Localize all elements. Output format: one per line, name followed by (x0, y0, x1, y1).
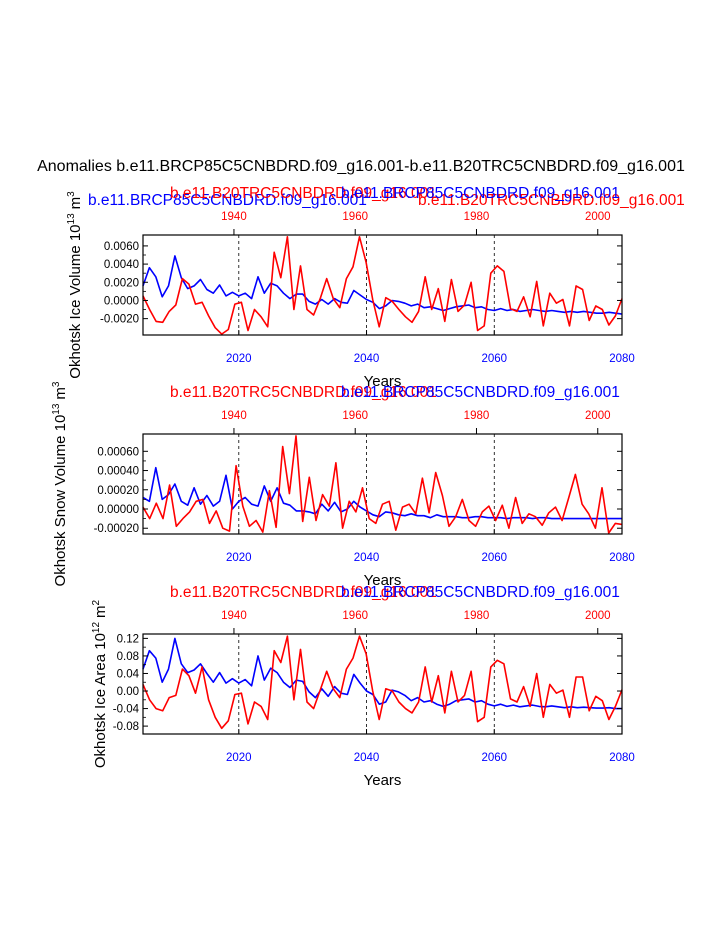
y-tick-label: -0.08 (113, 721, 139, 733)
chart-panel-ice-volume: -0.0020 0.0000 0.0020 0.0040 0.0060 2020 2040 2… (66, 191, 635, 390)
x-tick-label-bottom: 2040 (354, 353, 380, 365)
y-axis-label-unit: m (92, 605, 109, 618)
x-tick-label-top: 1940 (221, 211, 247, 223)
y-axis-label-text: Okhotsk Snow Volume 10 (52, 415, 69, 587)
x-tick-label-top: 1960 (342, 610, 368, 622)
x-tick-label-bottom: 2020 (226, 552, 252, 564)
x-axis-label: Years (364, 572, 402, 589)
y-axis-label-text: Okhotsk Ice Volume 10 (67, 224, 84, 378)
series-line-blue (142, 466, 622, 520)
y-axis-label-unit-exponent: 3 (51, 381, 62, 387)
x-tick-label-bottom: 2020 (226, 353, 252, 365)
y-axis-label-exponent: 12 (91, 621, 102, 633)
y-axis-label-unit: m (67, 197, 84, 210)
x-tick-label-bottom: 2080 (609, 752, 635, 764)
x-tick-label-top: 2000 (585, 211, 611, 223)
y-tick-label: 0.00 (117, 686, 139, 698)
y-tick-label: -0.0020 (100, 314, 139, 326)
y-tick-label: 0.12 (117, 633, 139, 645)
top-left-label: b.e11.BRCP85C5CNBDRD.f09_g16.001 (88, 192, 367, 209)
panel-title-red: b.e11.B20TRC5CNBDRD.f09_g16.001 (170, 384, 437, 401)
y-axis-label-exponent: 13 (51, 403, 62, 415)
x-tick-label-bottom: 2040 (354, 552, 380, 564)
x-axis-label: Years (364, 373, 402, 390)
x-tick-label-bottom: 2020 (226, 752, 252, 764)
y-tick-label: 0.04 (117, 668, 140, 680)
x-tick-label-bottom: 2060 (481, 353, 507, 365)
x-tick-label-top: 1980 (464, 610, 490, 622)
figure-title: Anomalies b.e11.BRCP85C5CNBDRD.f09_g16.0… (37, 158, 685, 175)
chart-panel-snow-volume: -0.00020 0.00000 0.00020 0.00040 0.00060 2020… (51, 381, 635, 589)
y-tick-label: 0.00020 (97, 485, 139, 497)
x-tick-label-top: 1940 (221, 610, 247, 622)
x-tick-label-top: 1960 (342, 410, 368, 422)
chart-panel-ice-area: -0.08 -0.04 0.00 0.04 0.08 0.12 2020 2040 2060 20… (91, 584, 635, 789)
x-tick-label-top: 2000 (585, 410, 611, 422)
x-tick-label-top: 1980 (464, 211, 490, 223)
y-tick-label: 0.00040 (97, 466, 139, 478)
y-axis-label-exponent: 13 (66, 213, 77, 225)
series-line-blue (142, 637, 622, 710)
x-tick-label-bottom: 2040 (354, 752, 380, 764)
y-tick-label: -0.04 (113, 704, 140, 716)
x-tick-label-top: 1980 (464, 410, 490, 422)
y-axis-label: Okhotsk Ice Area 1012 m2 (91, 599, 109, 768)
y-axis-label-unit-exponent: 2 (91, 599, 102, 605)
plot-frame (142, 633, 623, 735)
y-tick-label: 0.08 (117, 651, 139, 663)
y-axis-label: Okhotsk Ice Volume 1013 m3 (66, 191, 84, 379)
series-line-blue (142, 255, 623, 315)
y-tick-label: 0.0060 (104, 241, 139, 253)
x-tick-label-top: 2000 (585, 610, 611, 622)
x-tick-label-bottom: 2080 (609, 353, 635, 365)
panel-title-blue: b.e11.BRCP85C5CNBDRD.f09_g16.001 (341, 584, 620, 601)
x-tick-label-bottom: 2060 (481, 752, 507, 764)
series-line-red (142, 435, 623, 534)
x-axis-label: Years (364, 772, 402, 789)
panel-title-blue: b.e11.BRCP85C5CNBDRD.f09_g16.001 (341, 384, 620, 401)
y-tick-label: 0.0040 (104, 259, 139, 271)
x-tick-label-top: 1960 (342, 211, 368, 223)
y-tick-label: 0.00000 (97, 504, 139, 516)
y-axis-label-unit-exponent: 3 (66, 191, 77, 197)
y-tick-label: -0.00020 (94, 523, 139, 535)
y-tick-label: 0.0000 (104, 295, 139, 307)
top-red-label-2: b.e11.B20TRC5CNBDRD.f09_g16.001 (418, 192, 685, 209)
series-line-red (142, 236, 623, 335)
y-tick-label: 0.00060 (97, 446, 139, 458)
y-axis-label: Okhotsk Snow Volume 1013 m3 (51, 381, 69, 586)
y-axis-label-text: Okhotsk Ice Area 10 (92, 633, 109, 768)
plot-frame (142, 433, 623, 535)
y-axis-label-unit: m (52, 387, 69, 400)
x-tick-label-bottom: 2060 (481, 552, 507, 564)
panel-title-red: b.e11.B20TRC5CNBDRD.f09_g16.001 (170, 584, 437, 601)
top-blue-label: b.e11.BRCP85C5CNBDRD.f09_g16.001 (341, 185, 620, 202)
top-red-label: b.e11.B20TRC5CNBDRD.f09_g16.001 (170, 185, 437, 202)
y-tick-label: 0.0020 (104, 277, 139, 289)
plot-frame (142, 234, 623, 336)
series-line-red (142, 635, 623, 730)
x-tick-label-bottom: 2080 (609, 552, 635, 564)
x-tick-label-top: 1940 (221, 410, 247, 422)
